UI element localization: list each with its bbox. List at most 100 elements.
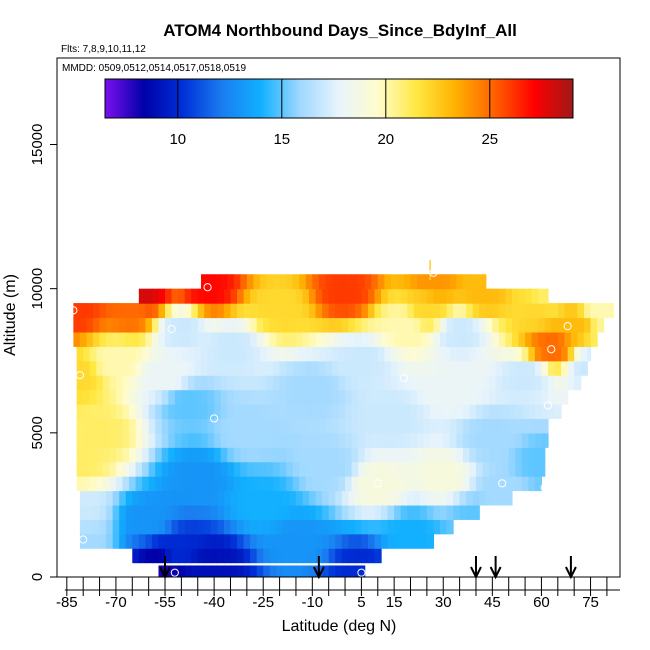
heatmap-cell <box>397 418 405 434</box>
heatmap-cell <box>233 389 241 405</box>
heatmap-cell <box>403 404 412 420</box>
heatmap-cell <box>420 504 428 520</box>
heatmap-cell <box>184 288 192 304</box>
heatmap-cell <box>99 303 107 319</box>
heatmap-cell <box>331 375 340 391</box>
heatmap-cell <box>341 548 349 564</box>
heatmap-cell <box>384 389 392 405</box>
heatmap-cell <box>508 375 516 391</box>
heatmap-cell <box>145 548 153 564</box>
heatmap-cell <box>161 389 169 405</box>
x-tick-label: 5 <box>357 594 365 611</box>
heatmap-cell <box>302 317 310 333</box>
heatmap-cell <box>361 331 369 347</box>
heatmap-cell <box>299 418 307 434</box>
heatmap-cell <box>302 548 310 564</box>
heatmap-cell <box>544 331 552 347</box>
x-tick-label: 30 <box>435 594 452 611</box>
heatmap-cell <box>240 432 248 448</box>
heatmap-cell <box>207 274 215 290</box>
heatmap-cell <box>394 288 402 304</box>
heatmap-cell <box>269 303 277 319</box>
heatmap-cell <box>214 389 222 405</box>
heatmap-cell <box>266 432 274 448</box>
heatmap-cell <box>364 432 372 448</box>
arrow-head <box>489 566 502 580</box>
heatmap-cell <box>132 548 140 564</box>
heatmap-cell <box>417 418 425 434</box>
heatmap-cell <box>597 317 605 333</box>
heatmap-cell <box>109 346 117 362</box>
heatmap-cell <box>132 519 140 535</box>
heatmap-cell <box>279 418 287 434</box>
heatmap-cell <box>204 533 212 549</box>
heatmap-cell <box>155 360 163 376</box>
heatmap-cell <box>299 404 307 420</box>
heatmap-cell <box>456 404 464 420</box>
heatmap-cell <box>547 360 556 376</box>
heatmap-cell <box>331 404 340 420</box>
heatmap-cell <box>384 274 392 290</box>
heatmap-cell <box>364 360 372 376</box>
heatmap-cell <box>214 447 222 463</box>
heatmap-cell <box>358 346 366 362</box>
heatmap-cell <box>302 490 310 506</box>
heatmap-cell <box>122 447 130 463</box>
heatmap-cell <box>515 432 523 448</box>
heatmap-cell <box>305 274 313 290</box>
heatmap-cell <box>351 418 359 434</box>
heatmap-cell <box>374 331 382 347</box>
heatmap-cell <box>250 565 258 577</box>
heatmap-cell <box>184 533 192 549</box>
heatmap-cell <box>318 476 327 492</box>
heatmap-cell <box>115 404 124 420</box>
heatmap-cell <box>187 389 196 405</box>
heatmap-cell <box>443 447 451 463</box>
heatmap-cell <box>338 274 346 290</box>
heatmap-cell <box>430 274 438 290</box>
heatmap-cell <box>93 490 101 506</box>
heatmap-cell <box>367 548 376 564</box>
heatmap-cell <box>315 317 323 333</box>
heatmap-cell <box>243 331 251 347</box>
heatmap-cell <box>397 346 405 362</box>
heatmap-cell <box>201 404 209 420</box>
heatmap-cell <box>410 432 418 448</box>
colorbar-bar <box>104 78 574 119</box>
heatmap-cell <box>122 360 130 376</box>
heatmap-cell <box>201 360 209 376</box>
heatmap-cell <box>511 317 520 333</box>
heatmap-cell <box>282 303 290 319</box>
heatmap-cell <box>263 331 271 347</box>
heatmap-cell <box>142 404 150 420</box>
heatmap-cell <box>204 303 212 319</box>
heatmap-cell <box>390 389 399 405</box>
heatmap-cell <box>430 346 438 362</box>
heatmap-cell <box>191 303 199 319</box>
heatmap-cell <box>178 288 186 304</box>
heatmap-cell <box>407 331 415 347</box>
heatmap-cell <box>377 418 385 434</box>
heatmap-cell <box>273 360 281 376</box>
heatmap-cell <box>325 346 333 362</box>
heatmap-cell <box>489 404 497 420</box>
heatmap-cell <box>502 404 510 420</box>
heatmap-cell <box>102 476 110 492</box>
heatmap-cell <box>106 331 114 347</box>
heatmap-cell <box>246 432 254 448</box>
heatmap-cell <box>165 519 173 535</box>
heatmap-cell <box>466 490 474 506</box>
heatmap-cell <box>165 504 173 520</box>
heatmap-cell <box>187 404 196 420</box>
heatmap-cell <box>403 447 412 463</box>
heatmap-cell <box>161 346 169 362</box>
heatmap-cell <box>223 504 232 520</box>
heatmap-cell <box>148 404 156 420</box>
heatmap-cell <box>259 447 268 463</box>
heatmap-cell <box>489 461 497 477</box>
heatmap-cell <box>469 274 477 290</box>
heatmap-cell <box>194 432 202 448</box>
heatmap-cell <box>181 447 189 463</box>
heatmap-cell <box>263 533 271 549</box>
heatmap-cell <box>417 346 425 362</box>
